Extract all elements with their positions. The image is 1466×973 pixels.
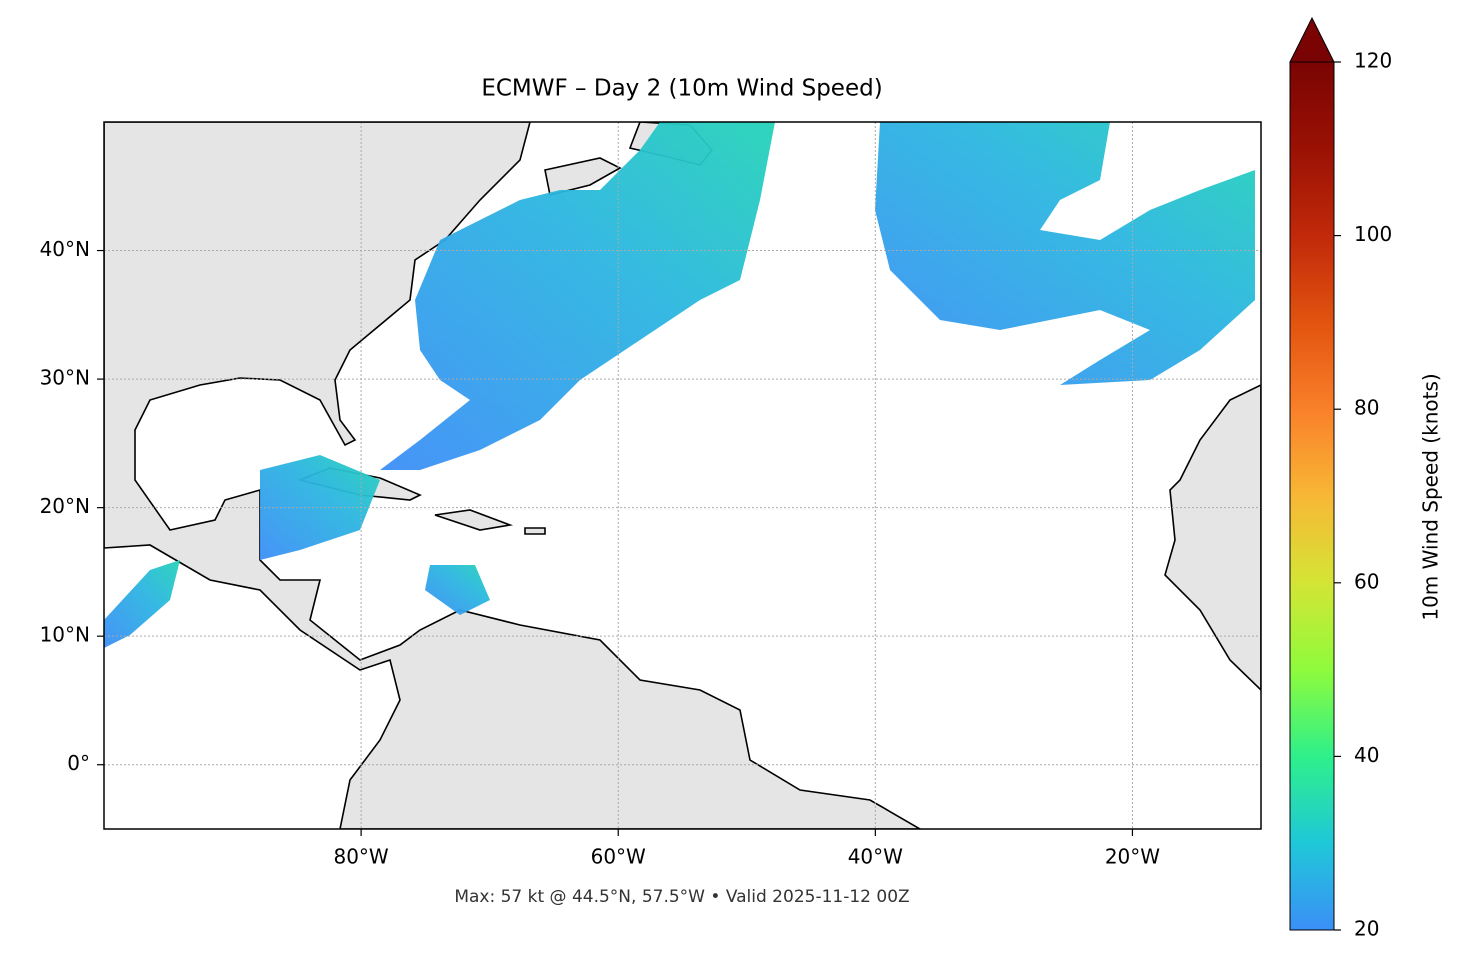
footer: Max: 57 kt @ 44.5°N, 57.5°W • Valid 2025… bbox=[454, 887, 909, 907]
maritimes bbox=[544, 157, 622, 196]
x-tick-label: 80°W bbox=[333, 845, 388, 869]
colorbar-tick-label: 80 bbox=[1354, 396, 1379, 420]
colorbar bbox=[1289, 61, 1335, 931]
africa bbox=[1164, 384, 1261, 692]
colorbar-tick-label: 40 bbox=[1354, 743, 1379, 767]
x-tick-label: 20°W bbox=[1105, 845, 1160, 869]
wind-swath bbox=[875, 122, 1255, 385]
y-tick-label: 0° bbox=[67, 751, 90, 775]
map-frame bbox=[103, 121, 1262, 830]
colorbar-tick-label: 60 bbox=[1354, 569, 1379, 593]
hispaniola bbox=[434, 509, 514, 531]
x-tick-label: 60°W bbox=[591, 845, 646, 869]
y-tick-label: 10°N bbox=[40, 623, 90, 647]
y-tick-label: 30°N bbox=[40, 366, 90, 390]
americas bbox=[104, 122, 922, 829]
wind-swath bbox=[380, 122, 775, 470]
map-title: ECMWF – Day 2 (10m Wind Speed) bbox=[481, 76, 882, 102]
wind-swath bbox=[425, 565, 490, 615]
y-tick-label: 40°N bbox=[40, 237, 90, 261]
colorbar-tick-label: 20 bbox=[1354, 917, 1379, 941]
colorbar-label: 10m Wind Speed (knots) bbox=[1419, 373, 1443, 620]
y-tick-label: 20°N bbox=[40, 494, 90, 518]
puerto-rico bbox=[524, 527, 546, 535]
x-tick-label: 40°W bbox=[848, 845, 903, 869]
map-area bbox=[104, 122, 1261, 829]
colorbar-tick-label: 100 bbox=[1354, 222, 1392, 246]
colorbar-tick-label: 120 bbox=[1354, 49, 1392, 73]
colorbar-extend bbox=[1289, 16, 1335, 63]
wind-swath bbox=[104, 560, 180, 648]
